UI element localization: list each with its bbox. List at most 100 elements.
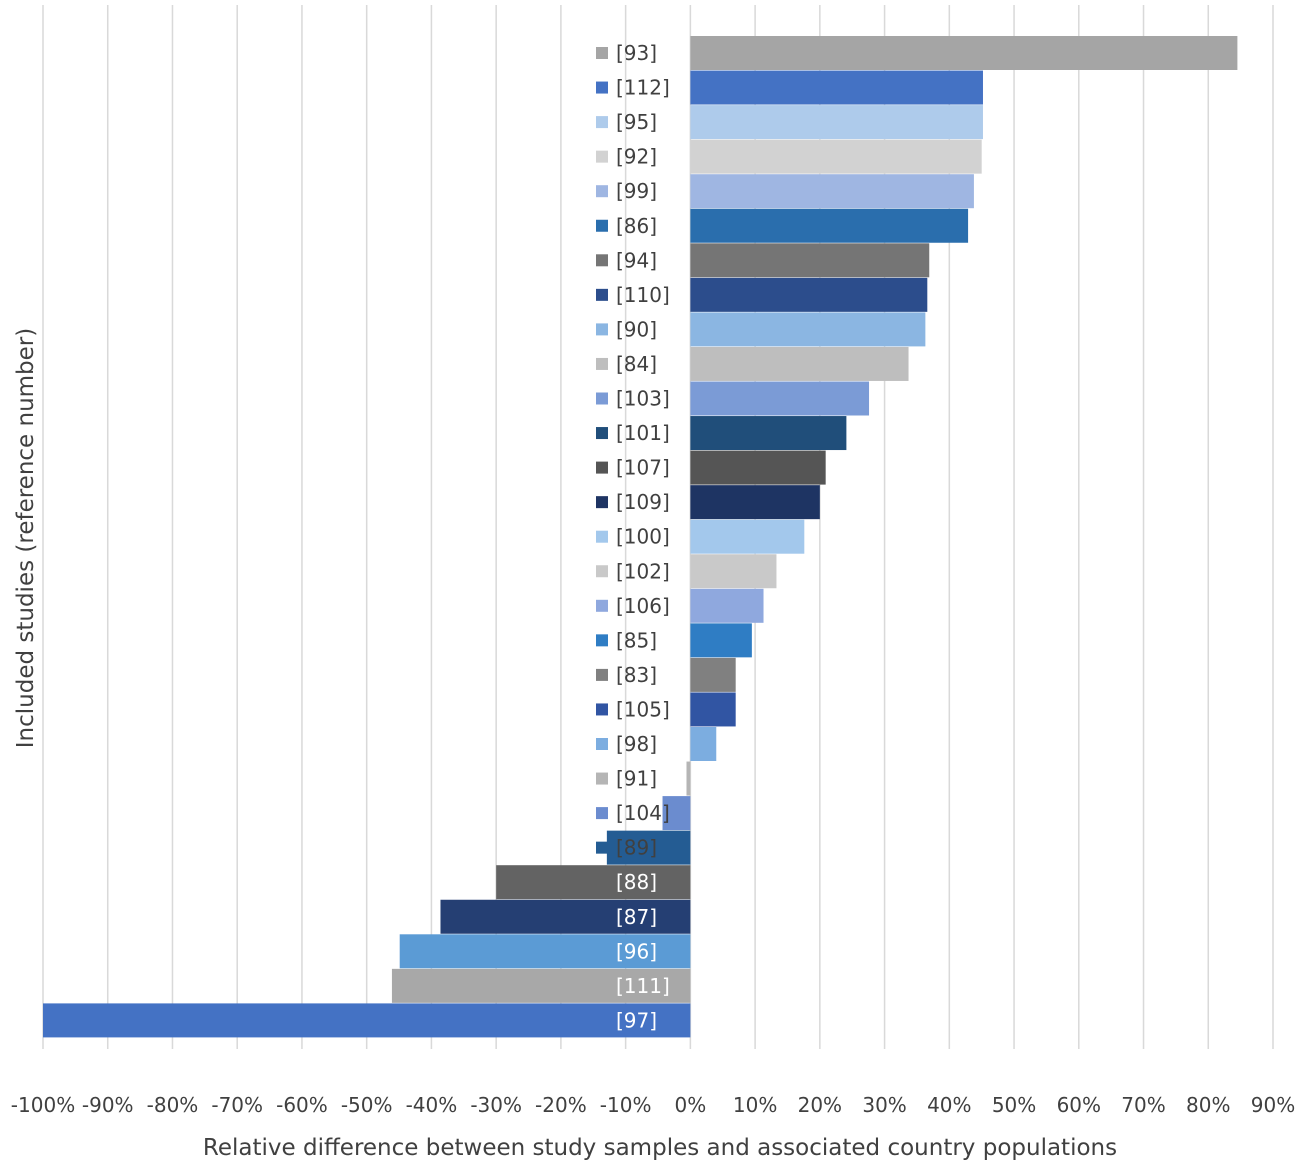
bar [690, 346, 909, 381]
category-swatch [596, 219, 608, 232]
category-swatch [596, 288, 608, 301]
category-swatch [596, 599, 608, 612]
category-swatch [596, 772, 608, 785]
category-label: [102] [616, 559, 670, 583]
category-label: [90] [616, 317, 657, 341]
bar [690, 312, 926, 347]
bar [690, 243, 930, 278]
category-swatch [596, 254, 608, 267]
category-swatch [596, 81, 608, 94]
x-tick-label: -10% [600, 1093, 652, 1117]
category-label: [89] [616, 836, 657, 860]
bar [440, 899, 691, 934]
x-tick-label: 30% [862, 1093, 906, 1117]
bar [690, 485, 820, 520]
x-tick-label: -60% [276, 1093, 328, 1117]
x-tick-label: 70% [1121, 1093, 1165, 1117]
bar [399, 934, 691, 969]
x-tick-label: 10% [733, 1093, 777, 1117]
category-label: [103] [616, 387, 670, 411]
bar [690, 554, 777, 589]
category-label: [87] [616, 905, 657, 929]
bar [690, 588, 764, 623]
category-swatch [596, 634, 608, 647]
category-label: [105] [616, 697, 670, 721]
y-axis-title: Included studies (reference number) [13, 328, 39, 749]
category-label: [95] [616, 110, 657, 134]
x-tick-label: -100% [11, 1093, 75, 1117]
bar [690, 519, 805, 554]
bar [43, 1003, 691, 1038]
category-swatch [596, 427, 608, 440]
category-swatch [596, 841, 608, 854]
category-label: [112] [616, 76, 670, 100]
category-swatch [596, 357, 608, 370]
x-tick-label: 60% [1057, 1093, 1101, 1117]
bar [690, 36, 1238, 70]
bar [690, 139, 982, 174]
bar [690, 105, 983, 140]
x-tick-label: -20% [535, 1093, 587, 1117]
bar [606, 830, 691, 865]
bar [391, 968, 691, 1003]
category-label: [104] [616, 801, 670, 825]
category-label: [97] [616, 1008, 657, 1032]
x-tick-label: 80% [1186, 1093, 1230, 1117]
bar [690, 450, 826, 485]
category-swatch [596, 530, 608, 543]
bar [690, 657, 736, 692]
category-swatch [596, 565, 608, 578]
bar [690, 416, 847, 451]
category-swatch [596, 116, 608, 129]
category-label: [111] [616, 974, 670, 998]
category-swatch [596, 807, 608, 820]
category-swatch [596, 496, 608, 509]
bar [690, 381, 870, 416]
category-label: [92] [616, 145, 657, 169]
x-tick-label: 20% [798, 1093, 842, 1117]
bar [662, 796, 691, 831]
bar [690, 70, 983, 105]
bar [690, 174, 974, 209]
x-tick-label: 50% [992, 1093, 1036, 1117]
x-tick-label: 0% [675, 1093, 707, 1117]
category-label: [107] [616, 456, 670, 480]
category-swatch [596, 323, 608, 336]
x-tick-label: -40% [406, 1093, 458, 1117]
category-swatch [596, 668, 608, 681]
category-label: [94] [616, 248, 657, 272]
bar [690, 727, 717, 761]
category-swatch [596, 461, 608, 474]
x-tick-label: 40% [927, 1093, 971, 1117]
category-swatch [596, 703, 608, 716]
category-labels: [93] [112] [95] [92] [99] [86] [94] [110] [90] [8… [596, 41, 670, 1032]
category-label: [85] [616, 628, 657, 652]
bar [690, 277, 928, 312]
category-label: [99] [616, 179, 657, 203]
bar [690, 623, 752, 658]
category-label: [110] [616, 283, 670, 307]
category-label: [91] [616, 767, 657, 791]
category-label: [86] [616, 214, 657, 238]
category-label: [84] [616, 352, 657, 376]
x-tick-labels: -100% -90% -80% -70% -60% -50% -40% -30% -20% -10… [11, 1093, 1295, 1117]
x-tick-label: 90% [1251, 1093, 1295, 1117]
category-label: [100] [616, 525, 670, 549]
category-label: [96] [616, 939, 657, 963]
category-label: [93] [616, 41, 657, 65]
x-tick-label: -70% [211, 1093, 263, 1117]
category-label: [109] [616, 490, 670, 514]
category-swatch [596, 738, 608, 750]
category-swatch [596, 392, 608, 405]
category-label: [88] [616, 870, 657, 894]
category-swatch [596, 47, 608, 59]
bar [686, 761, 691, 796]
category-label: [98] [616, 732, 657, 756]
x-axis-title: Relative difference between study sample… [203, 1135, 1117, 1161]
category-label: [106] [616, 594, 670, 618]
category-label: [101] [616, 421, 670, 445]
bars [43, 36, 1238, 1038]
x-tick-label: -90% [82, 1093, 134, 1117]
